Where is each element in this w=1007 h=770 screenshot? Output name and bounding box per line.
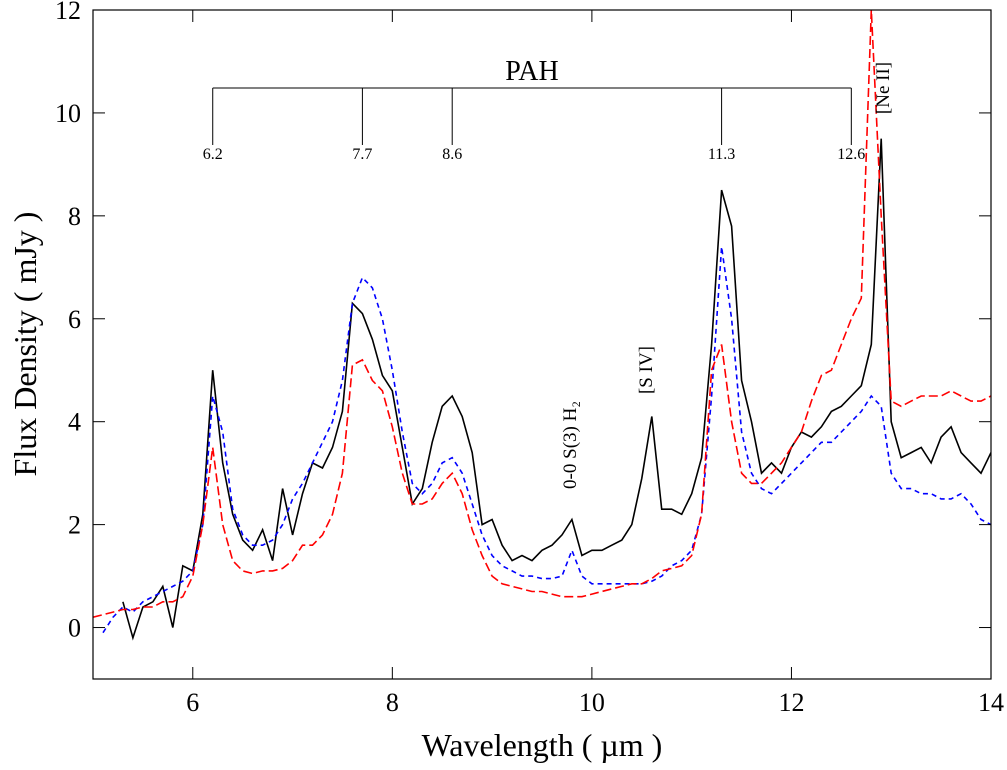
y-tick-label: 6	[68, 305, 81, 334]
y-axis-label: Flux Density ( mJy )	[7, 212, 43, 477]
x-tick-label: 12	[778, 688, 804, 717]
pah-label: PAH	[505, 56, 558, 87]
spectrum-line	[102, 246, 991, 634]
x-tick-label: 6	[186, 688, 199, 717]
x-tick-label: 8	[386, 688, 399, 717]
x-axis-label: Wavelength ( µm )	[422, 727, 663, 763]
y-tick-label: 10	[55, 99, 81, 128]
spectrum-line	[122, 138, 991, 641]
plot-area	[93, 10, 991, 641]
y-tick-label: 2	[68, 511, 81, 540]
y-tick-label: 4	[68, 408, 81, 437]
pah-feature-label: 6.2	[203, 146, 223, 163]
emission-line-label: 0-0 S(3) H₂	[560, 401, 581, 489]
emission-line-label: [S IV]	[636, 346, 657, 394]
x-tick-label: 14	[978, 688, 1004, 717]
pah-feature-label: 12.6	[837, 146, 865, 163]
pah-feature-label: 8.6	[442, 146, 462, 163]
y-tick-label: 0	[68, 614, 81, 643]
emission-line-label: [Ne II]	[873, 62, 894, 114]
axes-frame	[92, 9, 992, 680]
pah-feature-label: 11.3	[708, 146, 735, 163]
pah-feature-label: 7.7	[352, 146, 372, 163]
spectrum-line	[93, 10, 991, 618]
y-tick-label: 8	[68, 202, 81, 231]
x-tick-label: 10	[579, 688, 605, 717]
y-tick-label: 12	[55, 0, 81, 25]
